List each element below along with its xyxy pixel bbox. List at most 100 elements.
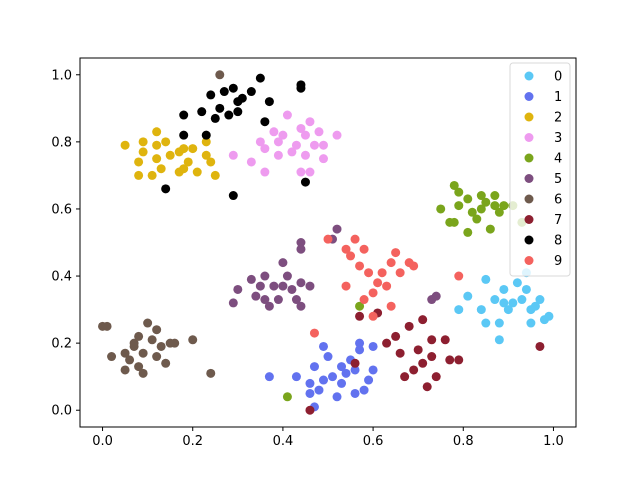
point-series-8 (219, 87, 229, 97)
point-series-8 (296, 80, 306, 90)
point-series-5 (228, 298, 238, 308)
y-tick-label: 0.2 (51, 337, 72, 352)
point-series-1 (350, 365, 360, 375)
point-series-0 (481, 318, 491, 328)
y-tick-label: 0.4 (51, 270, 72, 285)
point-series-6 (215, 70, 225, 80)
point-series-9 (359, 295, 369, 305)
point-series-6 (120, 365, 130, 375)
point-series-8 (179, 130, 189, 140)
point-series-9 (377, 268, 387, 278)
point-series-8 (264, 97, 274, 107)
point-series-7 (427, 335, 437, 345)
point-series-4 (490, 191, 500, 201)
point-series-2 (120, 140, 130, 150)
point-series-4 (449, 180, 459, 190)
point-series-5 (296, 301, 306, 311)
legend-label: 6 (554, 193, 562, 208)
point-series-3 (305, 167, 315, 177)
point-series-1 (314, 385, 324, 395)
point-series-4 (449, 217, 459, 227)
point-series-3 (282, 110, 292, 120)
point-series-3 (228, 150, 238, 160)
x-tick-label: 0.2 (182, 434, 203, 449)
point-series-3 (296, 123, 306, 133)
point-series-1 (350, 388, 360, 398)
point-series-8 (206, 90, 216, 100)
point-series-6 (152, 325, 162, 335)
point-series-9 (323, 234, 333, 244)
point-series-4 (355, 301, 365, 311)
point-series-3 (300, 150, 310, 160)
point-series-3 (260, 144, 270, 154)
point-series-1 (332, 392, 342, 402)
point-series-1 (318, 341, 328, 351)
point-series-7 (431, 372, 441, 382)
point-series-1 (337, 362, 347, 372)
point-series-1 (328, 372, 338, 382)
legend-marker (524, 256, 534, 265)
y-tick-label: 0.6 (51, 202, 72, 217)
point-series-9 (382, 281, 392, 291)
point-series-1 (359, 385, 369, 395)
point-series-3 (255, 137, 265, 147)
point-series-4 (476, 191, 486, 201)
point-series-9 (355, 261, 365, 271)
point-series-3 (318, 154, 328, 164)
point-series-4 (467, 207, 477, 217)
point-series-4 (454, 201, 464, 211)
axes-frame (79, 57, 577, 428)
point-series-9 (341, 281, 351, 291)
point-series-0 (454, 305, 464, 315)
point-series-5 (246, 274, 256, 284)
point-series-5 (251, 291, 261, 301)
point-series-3 (296, 167, 306, 177)
point-series-8 (300, 177, 310, 187)
point-series-4 (476, 204, 486, 214)
point-series-4 (463, 194, 473, 204)
point-series-7 (391, 331, 401, 341)
point-series-7 (404, 321, 414, 331)
y-axis-ticks: 0.0 0.2 0.4 0.6 0.8 1.0 (51, 68, 80, 419)
point-series-1 (337, 378, 347, 388)
point-series-8 (197, 107, 207, 117)
point-series-8 (255, 73, 265, 83)
point-series-5 (291, 295, 301, 305)
point-series-8 (161, 184, 171, 194)
point-series-3 (273, 150, 283, 160)
point-series-2 (165, 150, 175, 160)
point-series-4 (481, 197, 491, 207)
point-series-9 (359, 244, 369, 254)
point-series-0 (535, 295, 545, 305)
legend-label: 7 (554, 213, 562, 228)
y-tick-label: 0.8 (51, 135, 72, 150)
point-series-7 (535, 341, 545, 351)
point-series-6 (120, 348, 130, 358)
point-series-5 (296, 238, 306, 247)
point-series-2 (156, 164, 166, 174)
point-series-6 (125, 355, 135, 365)
point-series-5 (282, 271, 292, 281)
point-series-9 (364, 268, 374, 278)
point-series-8 (224, 110, 234, 120)
point-series-6 (134, 331, 144, 341)
point-series-2 (192, 167, 202, 177)
point-series-1 (368, 365, 378, 375)
point-series-5 (296, 244, 306, 254)
legend-label: 3 (554, 131, 562, 146)
point-series-3 (273, 137, 283, 147)
point-series-5 (296, 278, 306, 288)
point-series-7 (454, 355, 464, 365)
point-series-3 (300, 130, 310, 140)
point-series-4 (463, 227, 473, 237)
point-series-0 (463, 291, 473, 301)
point-series-8 (228, 83, 238, 93)
point-series-4 (490, 201, 500, 211)
point-series-7 (422, 382, 432, 392)
legend-label: 8 (554, 234, 562, 249)
legend-marker (524, 235, 534, 245)
point-series-1 (309, 362, 319, 372)
x-tick-label: 0.6 (363, 434, 384, 449)
point-series-6 (156, 341, 166, 351)
legend-marker (524, 174, 534, 183)
